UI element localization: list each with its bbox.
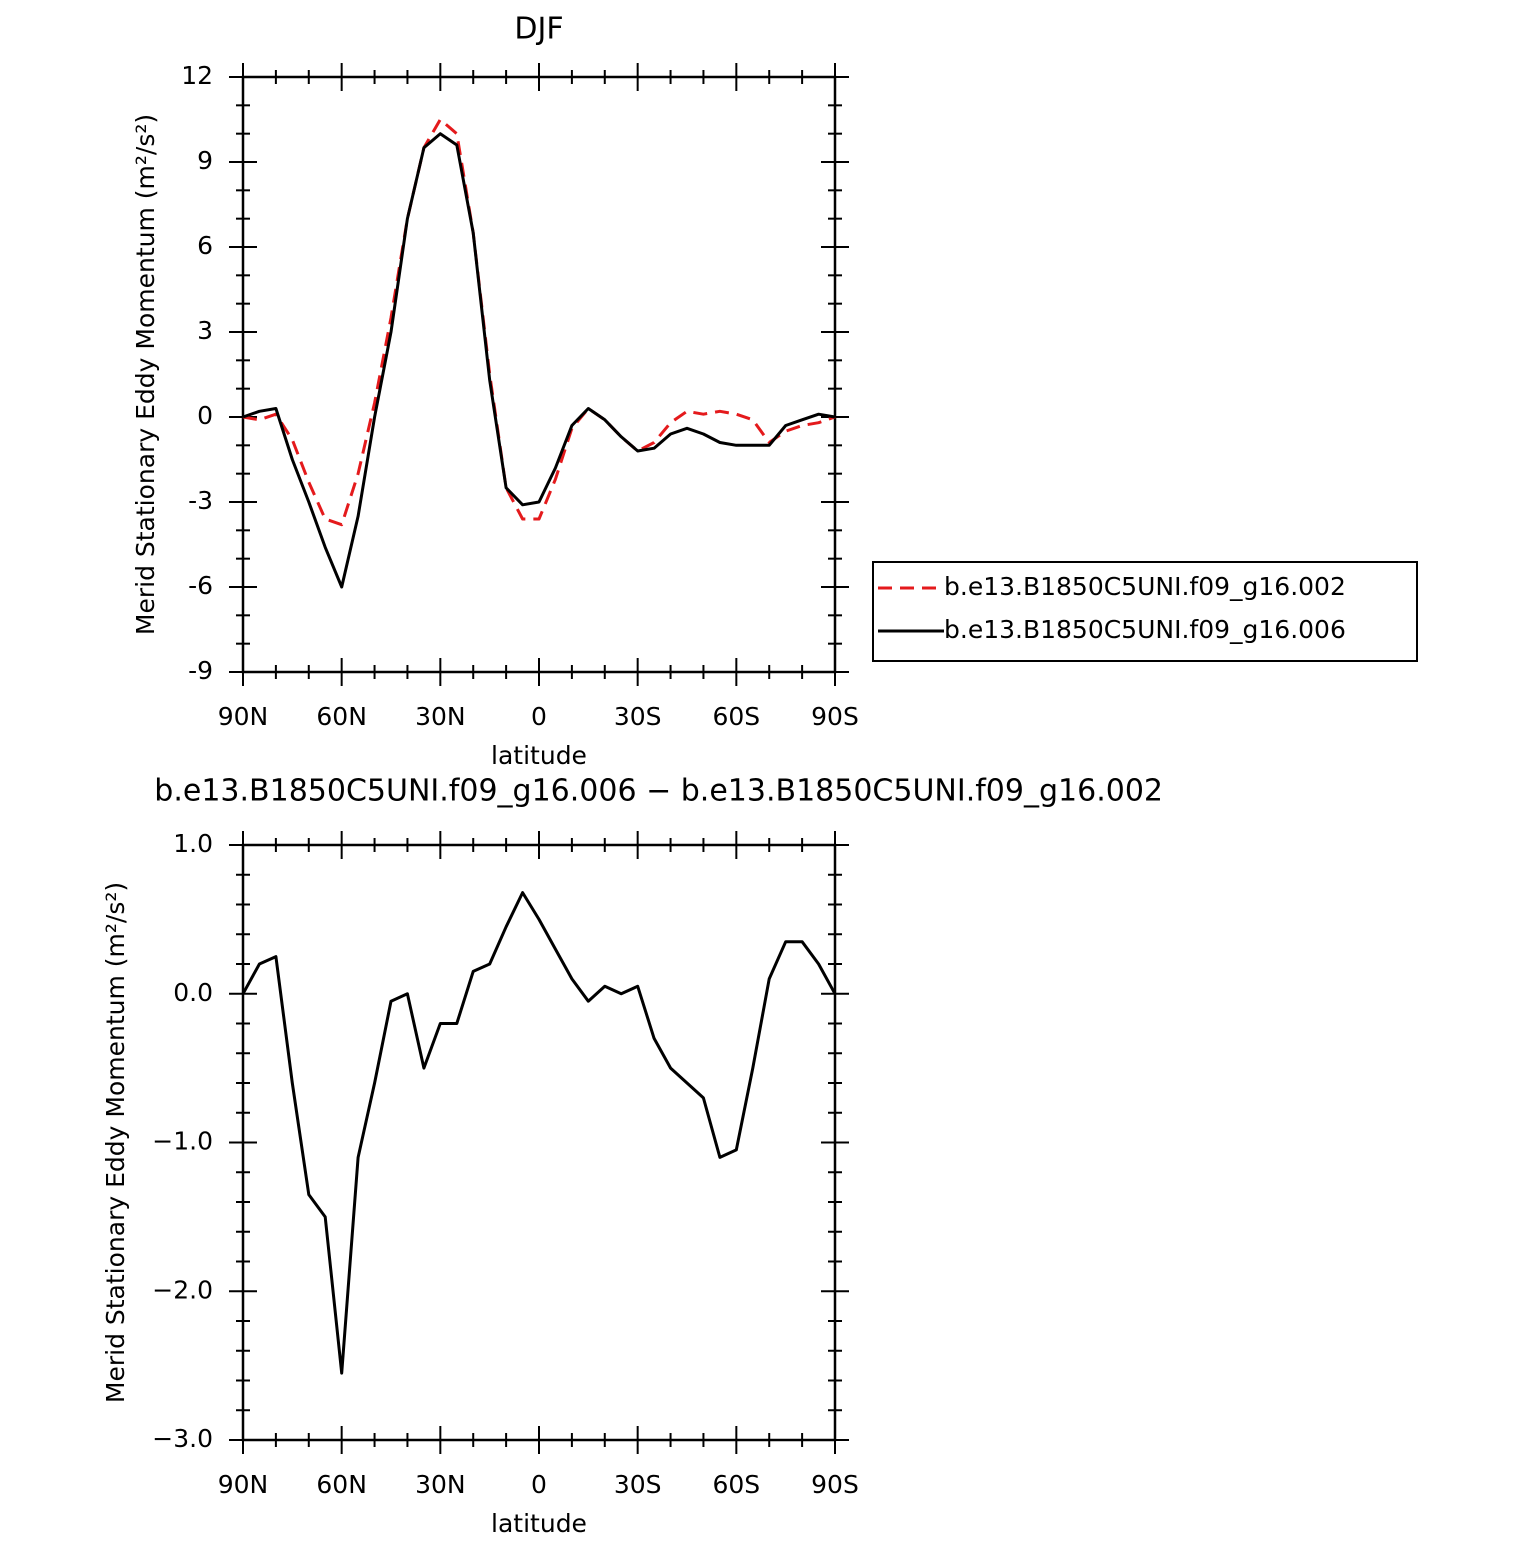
y-tick-label: 12 bbox=[181, 61, 213, 90]
plot-frame bbox=[241, 75, 837, 674]
x-axis-label: latitude bbox=[491, 1509, 587, 1538]
x-tick-label: 30S bbox=[614, 702, 662, 731]
x-tick-label: 60S bbox=[712, 702, 760, 731]
chart-title: b.e13.B1850C5UNI.f09_g16.006 − b.e13.B18… bbox=[154, 774, 1163, 809]
x-tick-label: 0 bbox=[531, 702, 547, 731]
y-tick-label: 9 bbox=[197, 146, 213, 175]
y-tick-label: -3 bbox=[188, 486, 213, 515]
plot-frame bbox=[241, 843, 837, 1442]
legend-label: b.e13.B1850C5UNI.f09_g16.002 bbox=[944, 572, 1346, 601]
y-axis-label: Merid Stationary Eddy Momentum (m²/s²) bbox=[131, 114, 160, 635]
x-axis-label: latitude bbox=[491, 741, 587, 770]
data-line bbox=[241, 891, 837, 1375]
y-tick-label: -9 bbox=[188, 656, 213, 685]
y-tick-label: 3 bbox=[197, 316, 213, 345]
x-tick-label: 60N bbox=[316, 1470, 367, 1499]
x-tick-label: 0 bbox=[531, 1470, 547, 1499]
y-tick-label: 1.0 bbox=[173, 829, 213, 858]
y-tick-label: 0.0 bbox=[173, 978, 213, 1007]
x-tick-label: 30S bbox=[614, 1470, 662, 1499]
y-tick-label: 0 bbox=[197, 401, 213, 430]
x-tick-label: 30N bbox=[415, 702, 466, 731]
x-tick-label: 30N bbox=[415, 1470, 466, 1499]
y-tick-label: −2.0 bbox=[152, 1275, 213, 1304]
y-tick-label: -6 bbox=[188, 571, 213, 600]
x-tick-label: 90N bbox=[218, 702, 269, 731]
x-tick-label: 90S bbox=[811, 1470, 859, 1499]
x-tick-label: 60S bbox=[712, 1470, 760, 1499]
x-tick-label: 90S bbox=[811, 702, 859, 731]
y-tick-label: −1.0 bbox=[152, 1127, 213, 1156]
y-axis-label: Merid Stationary Eddy Momentum (m²/s²) bbox=[101, 882, 130, 1403]
legend-box bbox=[872, 561, 1418, 662]
data-line bbox=[242, 132, 836, 589]
data-line bbox=[242, 118, 836, 527]
y-tick-label: 6 bbox=[197, 231, 213, 260]
y-tick-label: −3.0 bbox=[152, 1424, 213, 1453]
x-tick-label: 60N bbox=[316, 702, 367, 731]
chart-title: DJF bbox=[514, 12, 563, 47]
legend-label: b.e13.B1850C5UNI.f09_g16.006 bbox=[944, 615, 1346, 644]
x-tick-label: 90N bbox=[218, 1470, 269, 1499]
